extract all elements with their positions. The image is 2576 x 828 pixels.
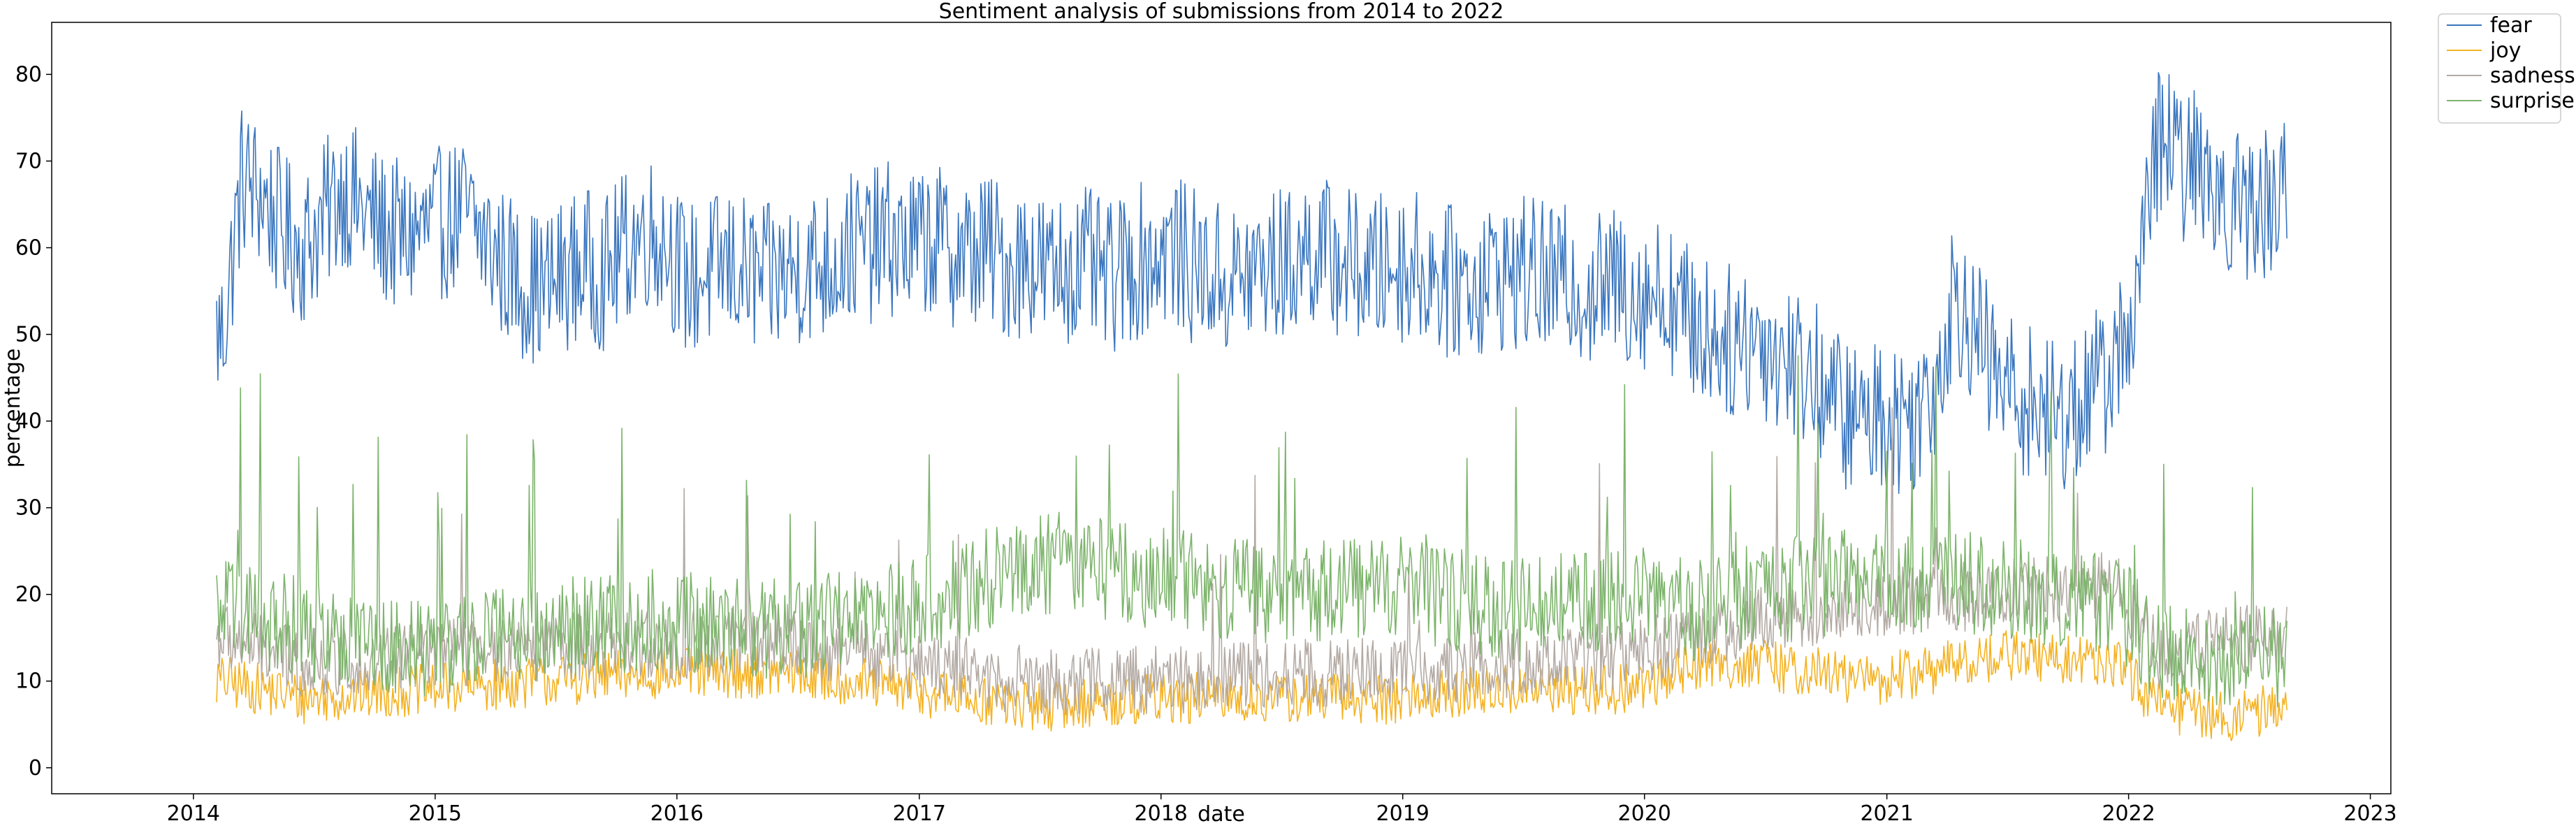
x-tick-label: 2015 (409, 801, 462, 826)
series-line-fear (216, 72, 2287, 495)
y-tick-label: 30 (15, 496, 42, 521)
y-axis-label: percentage (1, 349, 25, 468)
legend-label-sadness: sadness (2490, 64, 2575, 88)
x-tick-label: 2021 (1860, 801, 1913, 826)
y-tick-label: 20 (15, 583, 42, 607)
x-tick-label: 2014 (167, 801, 220, 826)
series-line-joy (216, 630, 2287, 741)
y-tick-label: 60 (15, 236, 42, 261)
legend-label-surprise: surprise (2490, 89, 2575, 113)
y-axis-ticks: 0 10 20 30 40 50 60 70 80 (15, 62, 52, 780)
y-tick-label: 0 (29, 756, 42, 780)
plot-frame (51, 22, 2392, 794)
series-line-surprise (216, 355, 2287, 708)
x-tick-label: 2018 (1135, 801, 1188, 826)
legend-label-joy: joy (2489, 38, 2521, 63)
y-tick-label: 50 (15, 323, 42, 347)
y-tick-label: 70 (15, 149, 42, 173)
x-axis-ticks: 2014 2015 2016 2017 2018 2019 2020 2021 2022 2023 (167, 794, 2397, 826)
chart-title: Sentiment analysis of submissions from 2… (939, 0, 1504, 24)
x-axis-label: date (1198, 802, 1245, 827)
plot-lines (216, 72, 2287, 741)
x-tick-label: 2023 (2343, 801, 2396, 826)
y-tick-label: 10 (15, 669, 42, 694)
x-tick-label: 2020 (1618, 801, 1671, 826)
series-line-sadness (216, 407, 2287, 716)
legend-box (2438, 13, 2561, 124)
y-tick-label: 40 (15, 409, 42, 434)
x-tick-label: 2019 (1376, 801, 1429, 826)
x-tick-label: 2016 (650, 801, 704, 826)
x-tick-label: 2017 (893, 801, 946, 826)
x-tick-label: 2022 (2102, 801, 2155, 826)
legend-label-fear: fear (2490, 13, 2532, 38)
y-tick-label: 80 (15, 62, 42, 87)
